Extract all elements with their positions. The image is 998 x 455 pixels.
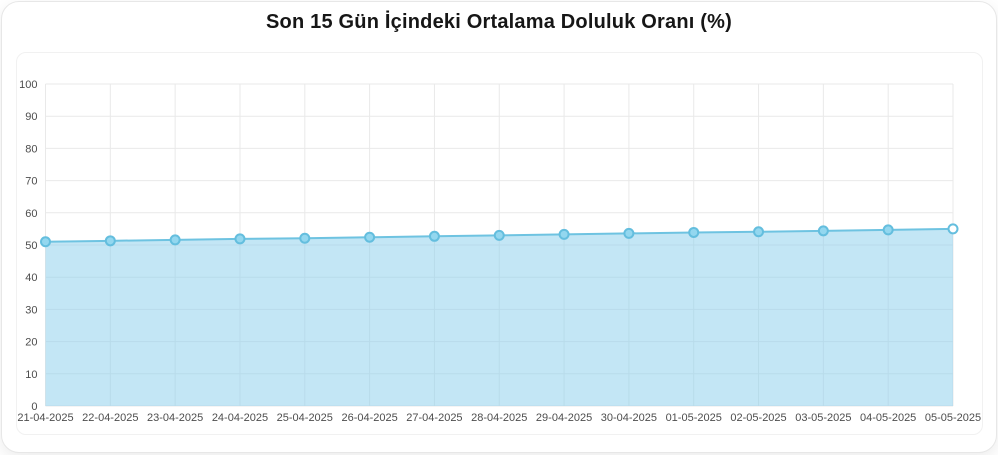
y-axis-tick-label: 90 [25,111,37,123]
data-point-marker[interactable] [753,226,765,238]
x-axis-tick-label: 21-04-2025 [17,412,73,424]
data-point-marker[interactable] [234,233,246,245]
y-axis-tick-label: 100 [19,79,37,91]
x-axis-tick-label: 25-04-2025 [277,412,333,424]
data-point-marker[interactable] [169,234,181,246]
data-point-marker[interactable] [882,224,894,236]
data-point-marker[interactable] [947,223,959,235]
y-axis-tick-label: 60 [25,208,37,220]
x-axis-tick-label: 01-05-2025 [666,412,722,424]
data-point-marker[interactable] [104,235,116,247]
data-point-marker[interactable] [493,229,505,241]
x-axis-tick-label: 24-04-2025 [212,412,268,424]
series-area-fill [45,228,953,406]
x-axis-tick-label: 02-05-2025 [730,412,786,424]
x-axis-tick-label: 22-04-2025 [82,412,138,424]
y-axis-tick-label: 20 [25,337,37,349]
x-axis-tick-label: 28-04-2025 [471,412,527,424]
data-point-marker[interactable] [428,230,440,242]
x-axis-tick-label: 30-04-2025 [601,412,657,424]
data-point-marker[interactable] [299,232,311,244]
x-axis-tick-label: 27-04-2025 [406,412,462,424]
data-point-marker[interactable] [364,231,376,243]
data-point-marker[interactable] [817,225,829,237]
y-axis-tick-label: 0 [31,401,37,413]
y-axis-tick-label: 10 [25,369,37,381]
x-axis-tick-label: 05-05-2025 [925,412,981,424]
data-point-marker[interactable] [688,226,700,238]
x-axis-tick-label: 26-04-2025 [341,412,397,424]
x-axis-tick-label: 29-04-2025 [536,412,592,424]
data-point-marker[interactable] [558,228,570,240]
y-axis-tick-label: 70 [25,176,37,188]
y-axis-tick-label: 40 [25,272,37,284]
x-axis-tick-label: 03-05-2025 [795,412,851,424]
y-axis-tick-label: 30 [25,304,37,316]
x-axis-tick-label: 04-05-2025 [860,412,916,424]
y-axis-tick-label: 50 [25,240,37,252]
y-axis-tick-label: 80 [25,143,37,155]
data-point-marker[interactable] [623,227,635,239]
chart-title: Son 15 Gün İçindeki Ortalama Doluluk Ora… [266,11,732,33]
x-axis-tick-label: 23-04-2025 [147,412,203,424]
data-point-marker[interactable] [40,236,51,248]
